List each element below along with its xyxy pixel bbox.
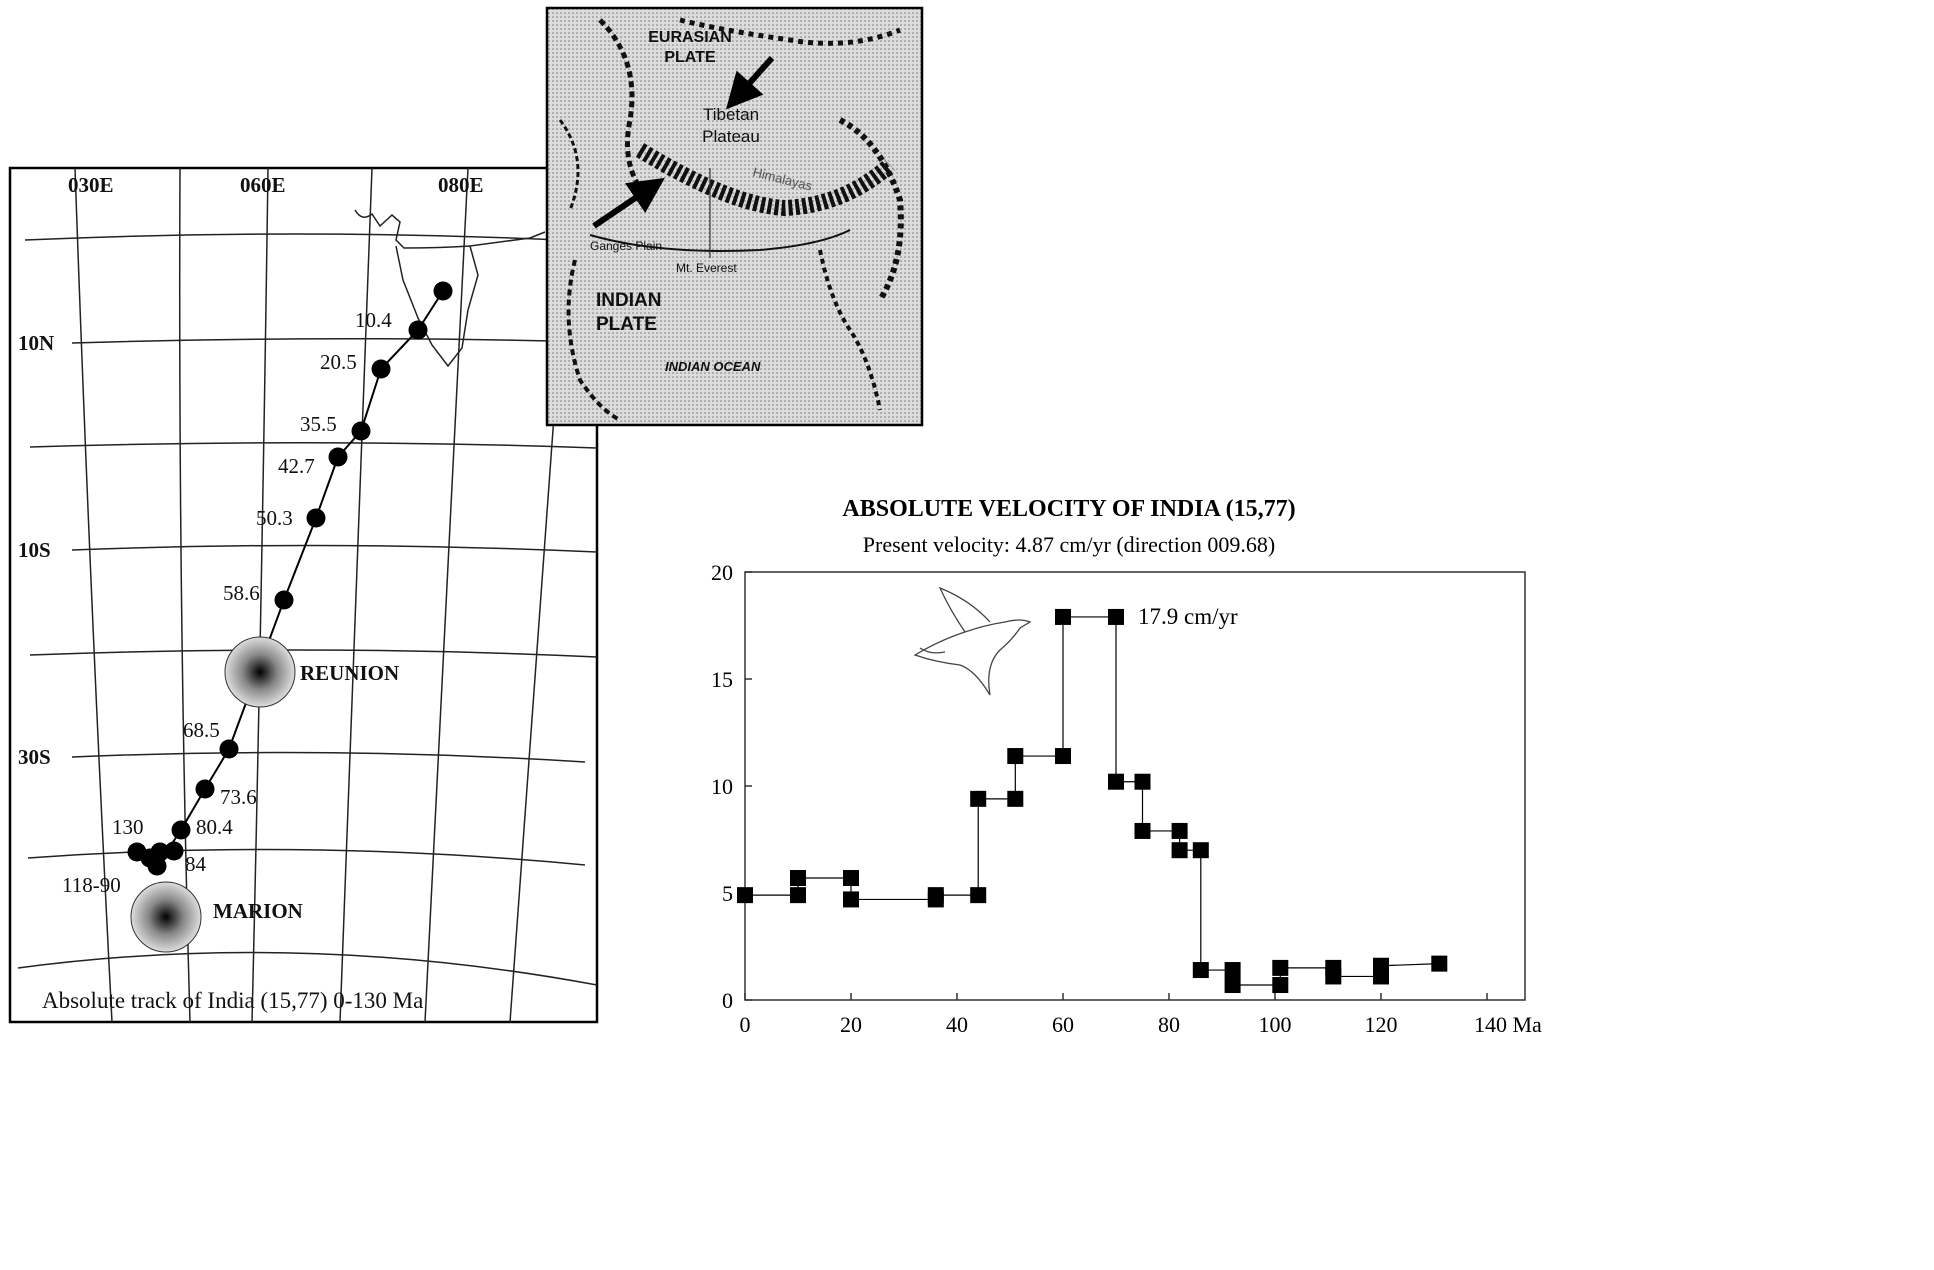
track-label: 20.5 bbox=[320, 350, 357, 374]
track-point bbox=[148, 857, 167, 876]
velocity-chart: ABSOLUTE VELOCITY OF INDIA (15,77) Prese… bbox=[711, 496, 1542, 1037]
series-line bbox=[745, 617, 1439, 985]
inset-label: INDIAN OCEAN bbox=[665, 359, 761, 374]
marker bbox=[1225, 962, 1241, 978]
marker bbox=[1055, 609, 1071, 625]
marker bbox=[790, 870, 806, 886]
track-label: 10.4 bbox=[355, 308, 392, 332]
bird bbox=[915, 588, 1030, 695]
hotspot-label: MARION bbox=[213, 899, 303, 923]
inset-label: Tibetan bbox=[703, 105, 759, 124]
track-map: 030E 060E 080E 10N 10S 30S 10.4 20.5 35.… bbox=[10, 168, 597, 1022]
latitude-label: 10N bbox=[18, 331, 54, 355]
x-tick-label: 40 bbox=[946, 1012, 968, 1037]
annotation: 17.9 cm/yr bbox=[1138, 604, 1238, 629]
marker bbox=[1193, 842, 1209, 858]
marker bbox=[1431, 956, 1447, 972]
x-tick-label: 80 bbox=[1158, 1012, 1180, 1037]
latitude-label: 30S bbox=[18, 745, 51, 769]
marker bbox=[1272, 977, 1288, 993]
marker bbox=[1108, 774, 1124, 790]
track-point bbox=[275, 591, 294, 610]
map-caption: Absolute track of India (15,77) 0-130 Ma bbox=[42, 988, 423, 1013]
hotspot-label: REUNION bbox=[300, 661, 399, 685]
hotspot bbox=[131, 882, 201, 952]
x-tick-label: 60 bbox=[1052, 1012, 1074, 1037]
latitude-label: 10S bbox=[18, 538, 51, 562]
marker bbox=[970, 887, 986, 903]
track-label: 58.6 bbox=[223, 581, 260, 605]
track-label: 118-90 bbox=[62, 873, 121, 897]
marker bbox=[1272, 960, 1288, 976]
track-point bbox=[352, 422, 371, 441]
marker bbox=[1172, 823, 1188, 839]
marker bbox=[1108, 609, 1124, 625]
track-point bbox=[329, 448, 348, 467]
marker bbox=[1007, 748, 1023, 764]
track-point bbox=[220, 740, 239, 759]
marker bbox=[1135, 823, 1151, 839]
marker bbox=[1055, 748, 1071, 764]
hotspot bbox=[225, 637, 295, 707]
marker bbox=[1135, 774, 1151, 790]
chart-title: ABSOLUTE VELOCITY OF INDIA (15,77) bbox=[842, 496, 1295, 522]
longitude-label: 030E bbox=[68, 173, 114, 197]
x-tick-label: 20 bbox=[840, 1012, 862, 1037]
inset-label: INDIAN bbox=[596, 290, 661, 311]
track-point bbox=[372, 360, 391, 379]
marker bbox=[1007, 791, 1023, 807]
inset-map: EURASIAN PLATE Tibetan Plateau Himalayas… bbox=[547, 8, 922, 425]
track-label: 73.6 bbox=[220, 785, 257, 809]
chart-subtitle: Present velocity: 4.87 cm/yr (direction … bbox=[863, 532, 1275, 557]
y-tick-label: 15 bbox=[711, 667, 733, 692]
inset-label: PLATE bbox=[664, 49, 716, 66]
marker bbox=[790, 887, 806, 903]
figure: 030E 060E 080E 10N 10S 30S 10.4 20.5 35.… bbox=[0, 0, 1934, 1270]
track-label: 35.5 bbox=[300, 412, 337, 436]
y-tick-label: 10 bbox=[711, 774, 733, 799]
inset-label: EURASIAN bbox=[648, 29, 732, 46]
marker bbox=[1373, 958, 1389, 974]
track-point bbox=[307, 509, 326, 528]
track-label: 50.3 bbox=[256, 506, 293, 530]
y-tick-label: 0 bbox=[722, 988, 733, 1013]
track-label: 80.4 bbox=[196, 815, 233, 839]
track-label: 68.5 bbox=[183, 718, 220, 742]
track-point bbox=[196, 780, 215, 799]
track-point bbox=[172, 821, 191, 840]
inset-label: Mt. Everest bbox=[676, 261, 737, 275]
x-tick-label: 120 bbox=[1365, 1012, 1398, 1037]
longitude-label: 060E bbox=[240, 173, 286, 197]
y-tick-label: 5 bbox=[722, 881, 733, 906]
marker bbox=[843, 870, 859, 886]
marker bbox=[970, 791, 986, 807]
inset-label: PLATE bbox=[596, 314, 657, 335]
marker bbox=[843, 891, 859, 907]
track-label: 84 bbox=[185, 852, 207, 876]
longitude-label: 080E bbox=[438, 173, 484, 197]
marker bbox=[1225, 977, 1241, 993]
y-tick-label: 20 bbox=[711, 560, 733, 585]
inset-label: Ganges Plain bbox=[590, 239, 662, 253]
track-label: 130 bbox=[112, 815, 144, 839]
track-label: 42.7 bbox=[278, 454, 315, 478]
track-point bbox=[434, 282, 453, 301]
track-point bbox=[409, 321, 428, 340]
marker bbox=[737, 887, 753, 903]
track-point bbox=[165, 842, 184, 861]
marker bbox=[1325, 968, 1341, 984]
x-tick-label: 140 Ma bbox=[1474, 1012, 1542, 1037]
x-tick-label: 0 bbox=[740, 1012, 751, 1037]
inset-label: Plateau bbox=[702, 127, 760, 146]
marker bbox=[928, 887, 944, 903]
x-tick-label: 100 bbox=[1259, 1012, 1292, 1037]
marker bbox=[1172, 842, 1188, 858]
marker bbox=[1193, 962, 1209, 978]
